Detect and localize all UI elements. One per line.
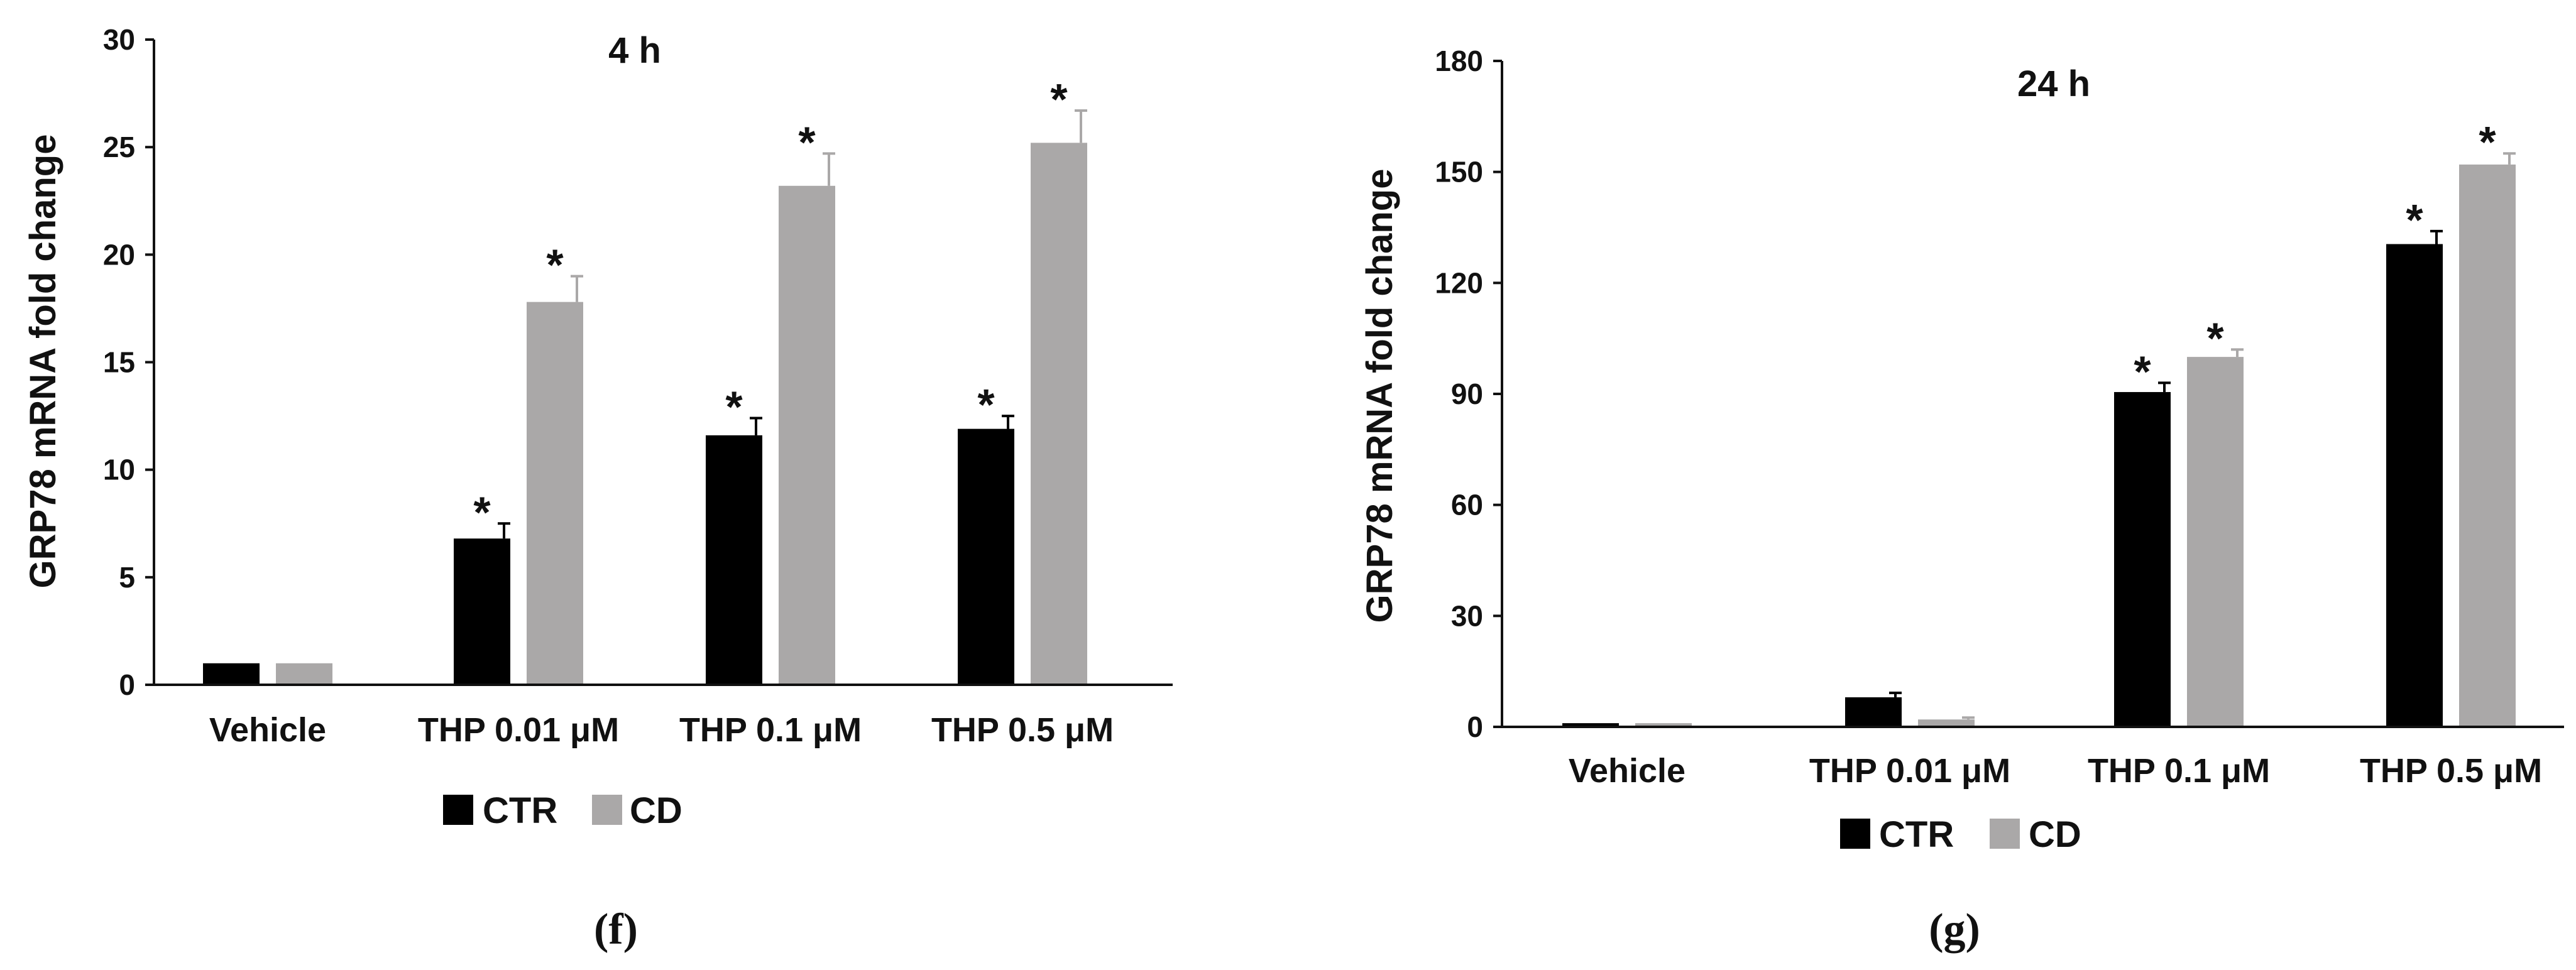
bar-cd-0: [1635, 723, 1692, 727]
bar-ctr-3: [2386, 244, 2443, 727]
significance-star: *: [1050, 75, 1068, 124]
y-tick-label: 90: [1451, 378, 1483, 410]
significance-star: *: [2134, 347, 2151, 396]
legend-g: CTR CD: [1840, 814, 2081, 855]
y-ticks-g: 0 30 60 90 120 150 180: [1435, 45, 1502, 743]
bar-ctr-2: [706, 435, 762, 685]
bars-g: * * * *: [1562, 117, 2516, 727]
x-tick-label: THP 0.01 μM: [418, 711, 619, 749]
bar-cd-1: [1918, 719, 1975, 727]
legend-f: CTR CD: [443, 790, 682, 831]
x-tick-labels-g: Vehicle THP 0.01 μM THP 0.1 μM THP 0.5 μM: [1569, 752, 2542, 790]
y-tick-label: 150: [1435, 156, 1483, 188]
significance-star: *: [473, 488, 491, 537]
bar-ctr-0: [1562, 723, 1619, 727]
legend-label-ctr-g: CTR: [1879, 814, 1954, 855]
bar-ctr-0: [203, 663, 260, 685]
significance-star: *: [2479, 117, 2496, 166]
chart-panel-g: 24 h GRP78 mRNA fold change * * * * 0 30 60 90…: [1359, 45, 2564, 954]
bar-ctr-3: [958, 428, 1014, 685]
y-tick-label: 120: [1435, 266, 1483, 299]
y-tick-label: 25: [103, 131, 135, 163]
y-axis-label-g: GRP78 mRNA fold change: [1359, 169, 1400, 623]
bar-cd-1: [527, 302, 583, 685]
bar-cd-2: [2187, 357, 2244, 727]
y-tick-label: 30: [103, 23, 135, 56]
bars-f: * * * * * *: [203, 75, 1087, 685]
legend-swatch-cd-g: [1990, 819, 2020, 849]
significance-star: *: [2406, 195, 2423, 244]
panel-label-g: (g): [1929, 905, 1980, 954]
chart-panel-f: 4 h GRP78 mRNA fold change * * * * * * 0 5 10 15…: [23, 23, 1173, 954]
bar-ctr-2: [2114, 392, 2171, 727]
chart-title-g: 24 h: [2017, 63, 2090, 104]
y-tick-label: 60: [1451, 489, 1483, 521]
significance-star: *: [977, 380, 995, 429]
y-tick-label: 15: [103, 346, 135, 379]
x-tick-labels-f: Vehicle THP 0.01 μM THP 0.1 μM THP 0.5 μM: [209, 711, 1114, 749]
bar-cd-0: [276, 663, 332, 685]
y-tick-label: 5: [119, 561, 135, 594]
y-tick-label: 30: [1451, 599, 1483, 632]
y-ticks-f: 0 5 10 15 20 25 30: [103, 23, 154, 701]
legend-swatch-cd-f: [592, 795, 622, 825]
legend-label-cd-g: CD: [2029, 814, 2081, 855]
bar-cd-3: [2459, 164, 2516, 727]
x-tick-label: Vehicle: [1569, 752, 1685, 790]
x-tick-label: Vehicle: [209, 711, 326, 749]
significance-star: *: [546, 241, 564, 290]
bar-ctr-1: [1845, 697, 1902, 727]
chart-title-f: 4 h: [608, 30, 661, 71]
legend-label-ctr-f: CTR: [483, 790, 557, 831]
significance-star: *: [2206, 313, 2224, 362]
y-tick-label: 0: [119, 668, 135, 701]
x-tick-label: THP 0.1 μM: [2088, 752, 2270, 790]
legend-swatch-ctr-f: [443, 795, 473, 825]
x-tick-label: THP 0.01 μM: [1809, 752, 2010, 790]
y-tick-label: 10: [103, 454, 135, 486]
bar-cd-2: [779, 185, 835, 685]
panel-label-f: (f): [594, 905, 638, 954]
significance-star: *: [798, 117, 816, 166]
y-tick-label: 0: [1467, 711, 1483, 743]
x-tick-label: THP 0.5 μM: [931, 711, 1114, 749]
y-tick-label: 180: [1435, 45, 1483, 77]
bar-cd-3: [1031, 143, 1087, 685]
y-tick-label: 20: [103, 238, 135, 271]
legend-label-cd-f: CD: [630, 790, 682, 831]
legend-swatch-ctr-g: [1840, 819, 1870, 849]
bar-ctr-1: [454, 538, 510, 685]
x-tick-label: THP 0.5 μM: [2360, 752, 2542, 790]
y-axis-label-f: GRP78 mRNA fold change: [23, 134, 63, 589]
significance-star: *: [725, 383, 743, 432]
x-tick-label: THP 0.1 μM: [679, 711, 862, 749]
